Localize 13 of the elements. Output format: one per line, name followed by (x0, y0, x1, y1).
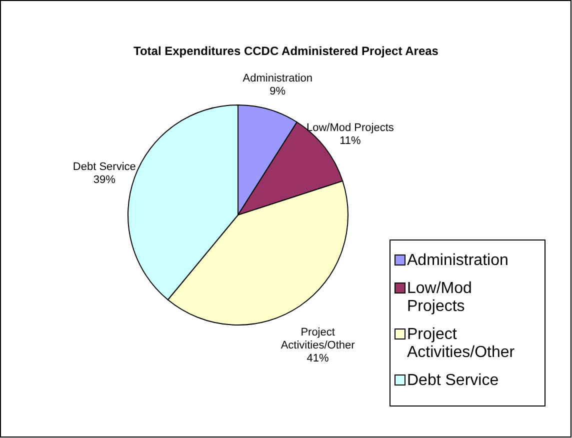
data-label: 39% (93, 174, 116, 186)
chart-title: Total Expenditures CCDC Administered Project Areas (134, 44, 439, 58)
data-label: 9% (270, 86, 286, 98)
data-label: 41% (306, 352, 330, 364)
slice-label: Project Activities/Other (280, 326, 356, 352)
slice-label: Low/Mod Projects (306, 122, 394, 134)
slice-label: Debt Service (72, 160, 136, 173)
legend-label: Project Activities/Other (407, 326, 516, 361)
legend-label: Debt Service (407, 372, 499, 389)
legend-label: Low/Mod Projects (407, 280, 472, 315)
slice-label: Administration (242, 72, 312, 85)
data-label: 11% (340, 134, 362, 147)
legend-label: Administration (407, 252, 508, 269)
